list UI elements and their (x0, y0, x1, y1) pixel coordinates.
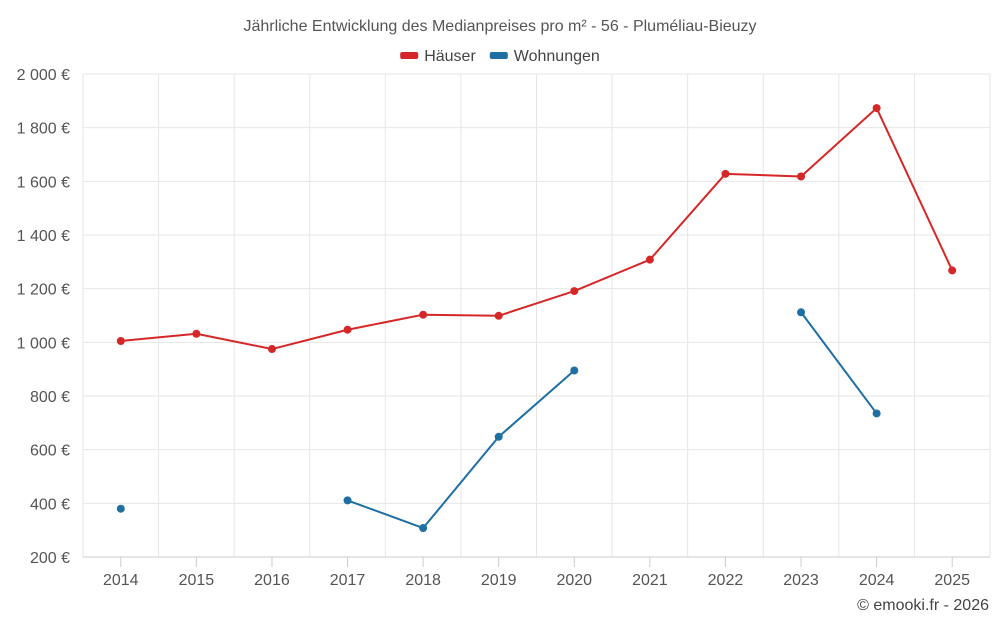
series-line (119, 107, 954, 351)
data-point[interactable] (872, 409, 881, 418)
legend: Häuser Wohnungen (400, 48, 600, 65)
data-point[interactable] (267, 345, 276, 354)
legend-label: Häuser (424, 48, 476, 65)
data-point[interactable] (343, 325, 352, 334)
credit-text: © emooki.fr - 2026 (857, 597, 989, 614)
y-tick-label: 400 € (30, 496, 70, 513)
data-point[interactable] (645, 255, 654, 264)
y-tick-label: 200 € (30, 550, 70, 567)
x-tick-label: 2021 (632, 572, 668, 589)
x-tick-label: 2017 (330, 572, 366, 589)
x-tick-label: 2022 (708, 572, 744, 589)
y-tick-label: 600 € (30, 443, 70, 460)
data-point[interactable] (494, 432, 503, 441)
x-tick-label: 2020 (556, 572, 592, 589)
data-point[interactable] (419, 524, 428, 533)
y-tick-label: 1 000 € (17, 335, 70, 352)
x-tick-label: 2014 (103, 572, 139, 589)
axes: 200 € 400 € 600 € 800 € 1 000 € 1 200 € 1 400 … (17, 67, 990, 589)
x-tick-label: 2024 (859, 572, 895, 589)
y-tick-label: 1 400 € (17, 228, 70, 245)
x-tick-label: 2018 (405, 572, 441, 589)
data-point[interactable] (721, 169, 730, 178)
legend-label: Wohnungen (514, 48, 600, 65)
data-point[interactable] (797, 172, 806, 181)
data-point[interactable] (192, 329, 201, 338)
y-tick-label: 1 800 € (17, 121, 70, 138)
legend-swatch[interactable] (489, 52, 508, 59)
series-haeuser (116, 104, 957, 354)
x-tick-label: 2015 (179, 572, 215, 589)
series-wohnungen (116, 308, 881, 533)
data-point[interactable] (948, 266, 957, 275)
data-point[interactable] (116, 504, 125, 513)
x-tick-label: 2019 (481, 572, 517, 589)
x-tick-label: 2023 (783, 572, 819, 589)
series-layer (116, 104, 957, 533)
data-point[interactable] (343, 496, 352, 505)
y-tick-label: 2 000 € (17, 67, 70, 84)
data-point[interactable] (797, 308, 806, 317)
data-point[interactable] (570, 287, 579, 296)
series-line (800, 311, 878, 415)
data-point[interactable] (116, 336, 125, 345)
series-line (346, 369, 576, 530)
y-tick-label: 1 600 € (17, 174, 70, 191)
y-tick-label: 1 200 € (17, 282, 70, 299)
data-point[interactable] (872, 104, 881, 113)
y-tick-label: 800 € (30, 389, 70, 406)
x-tick-label: 2025 (934, 572, 970, 589)
data-point[interactable] (570, 366, 579, 375)
chart-title: Jährliche Entwicklung des Medianpreises … (243, 18, 756, 35)
grid (82, 73, 991, 557)
data-point[interactable] (494, 311, 503, 320)
legend-swatch[interactable] (400, 52, 419, 59)
data-point[interactable] (419, 310, 428, 319)
x-tick-label: 2016 (254, 572, 290, 589)
